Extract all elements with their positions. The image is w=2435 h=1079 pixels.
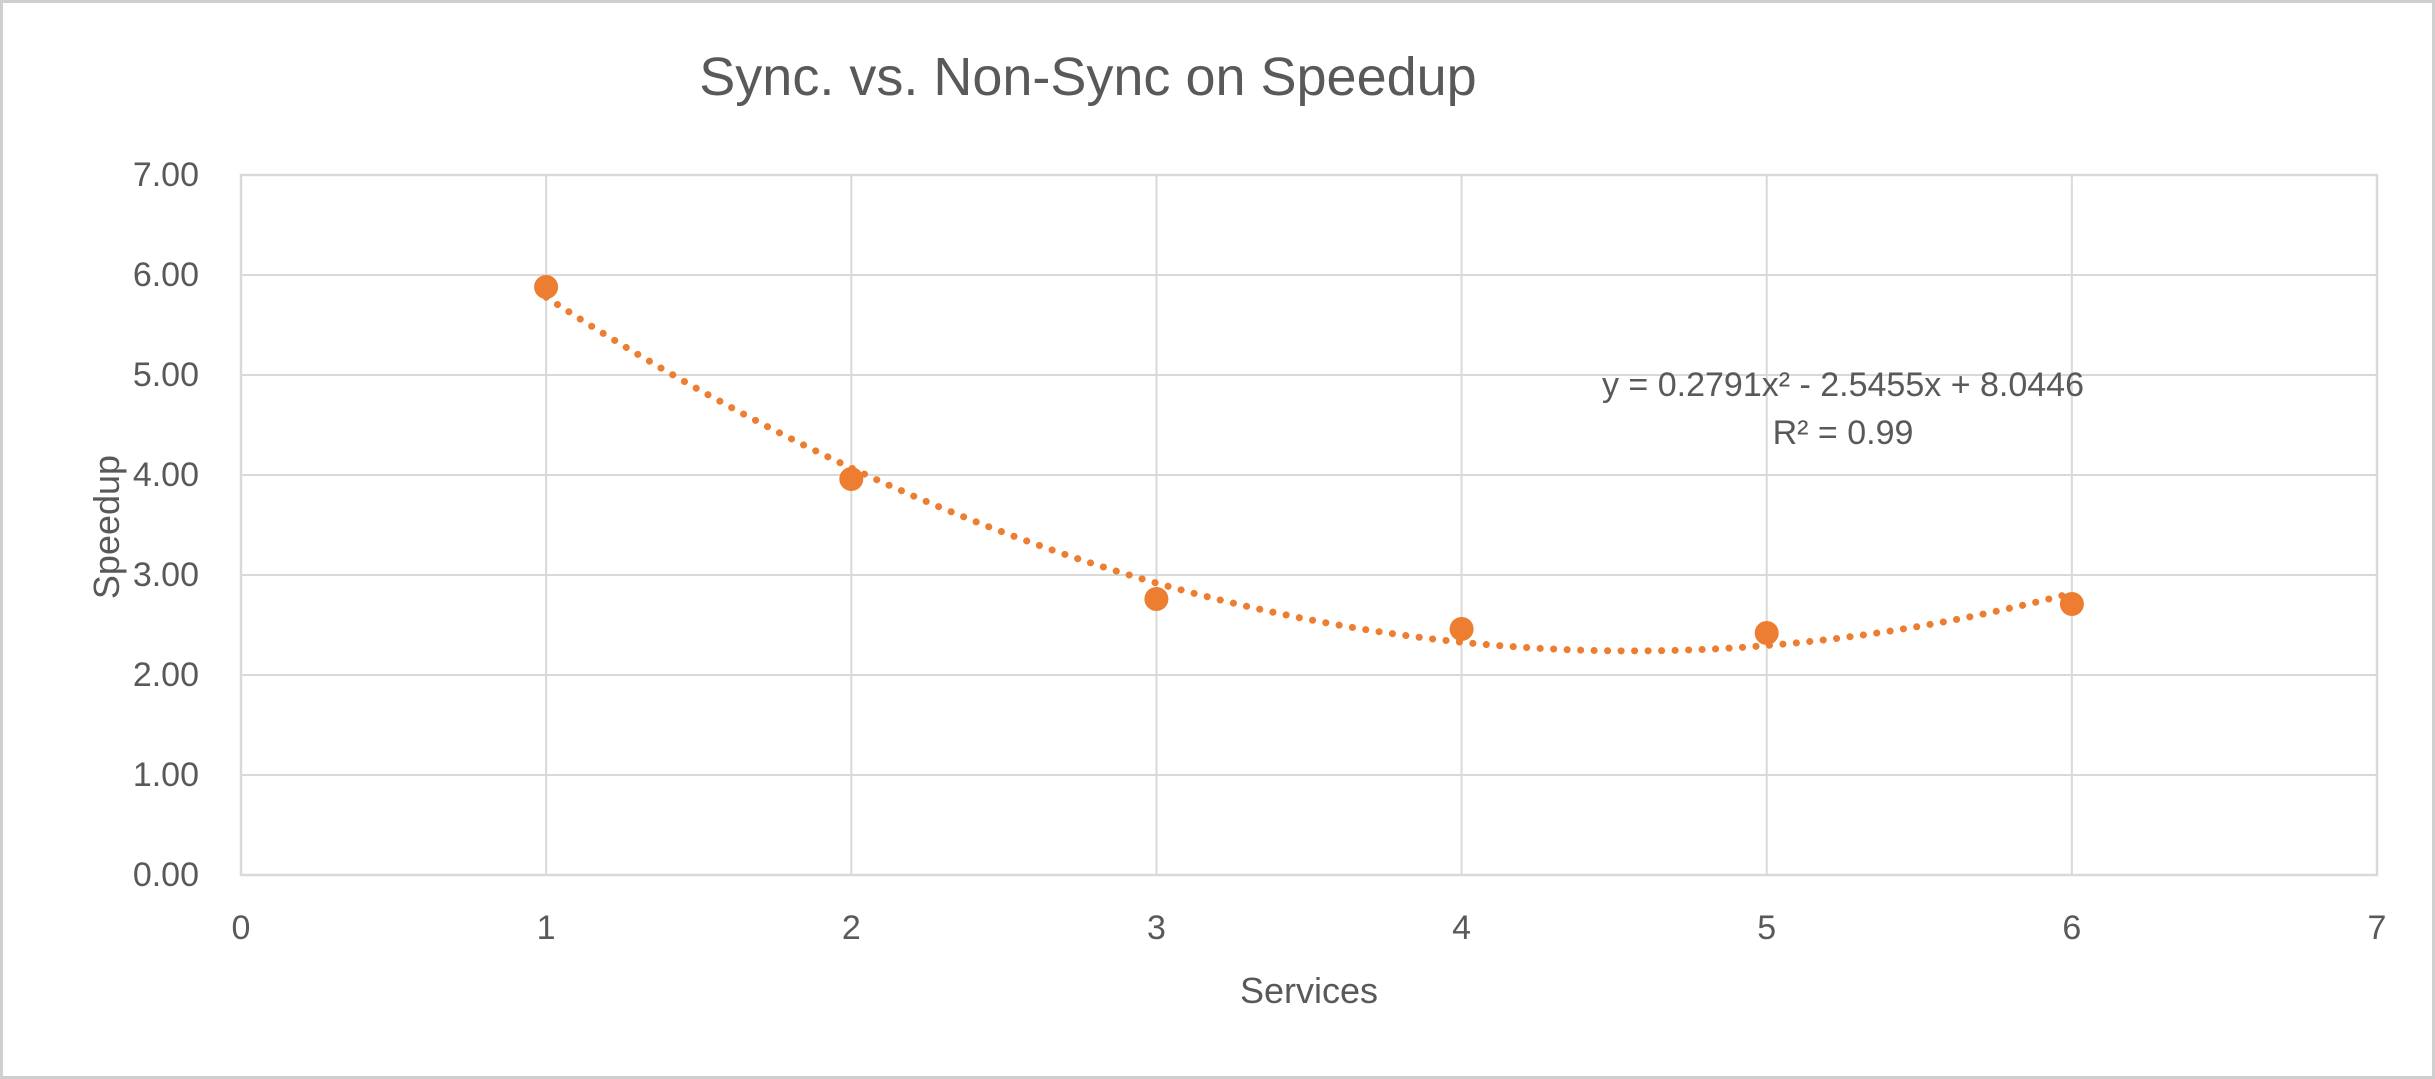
x-axis-tick-label: 2 [841,909,861,947]
chart-canvas [239,173,2379,877]
data-point-marker [1449,617,1474,641]
trendline-r-squared-label: R² = 0.99 [1772,414,1914,452]
y-axis-tick-label: 4.00 [132,456,199,494]
y-axis-title: Speedup [86,454,127,600]
data-point-marker [2059,592,2084,616]
data-point-marker [534,275,559,299]
x-axis-tick-label: 7 [2367,909,2387,947]
trendline-equation-label: y = 0.2791x² - 2.5455x + 8.0446 [1601,366,2084,404]
x-axis-tick-label: 1 [536,909,556,947]
data-point-marker [1144,587,1169,611]
x-axis-tick-label: 6 [2062,909,2082,947]
x-axis-tick-label: 4 [1452,909,1472,947]
x-axis-title: Services [1239,970,1379,1011]
y-axis-tick-label: 1.00 [132,756,199,794]
data-point-marker [1754,621,1779,645]
y-axis-tick-label: 2.00 [132,656,199,694]
y-axis-tick-label: 5.00 [132,356,199,394]
y-axis-tick-label: 0.00 [132,856,199,894]
y-axis-tick-label: 3.00 [132,556,199,594]
x-axis-tick-label: 0 [231,909,251,947]
y-axis-tick-label: 6.00 [132,256,199,294]
chart-title: Sync. vs. Non-Sync on Speedup [699,47,1477,107]
trendline-annotation: y = 0.2791x² - 2.5455x + 8.0446 R² = 0.9… [1433,361,2253,457]
data-point-marker [839,467,864,491]
x-axis-tick-label: 5 [1757,909,1777,947]
y-axis-tick-label: 7.00 [132,156,199,194]
x-axis-tick-label: 3 [1146,909,1166,947]
plot-area-border [239,173,2379,877]
